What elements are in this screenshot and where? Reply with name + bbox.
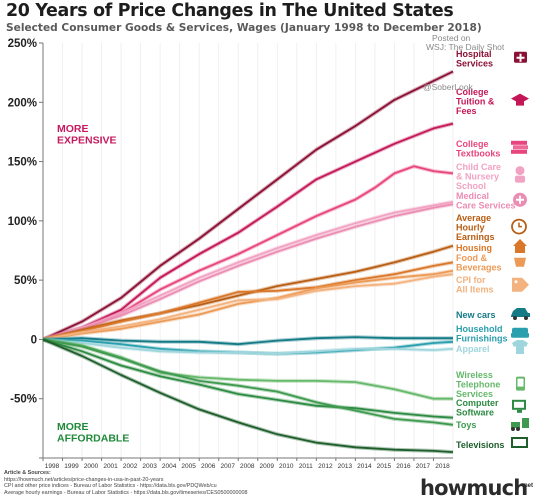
sources-block: Article & Sources: https://howmuch.net/a…: [4, 470, 248, 496]
series-label: Computer Software: [456, 398, 499, 418]
source-line[interactable]: https://howmuch.net/articles/price-chang…: [4, 476, 164, 483]
x-tick-label: 2001: [103, 463, 118, 470]
series-line: [42, 70, 454, 341]
y-tick-label: 100%: [8, 216, 37, 228]
x-tick-label: 2005: [181, 463, 196, 470]
x-tick-label: 2011: [299, 463, 313, 470]
howmuch-logo: howmuch: [420, 476, 528, 500]
shirt-icon: [512, 340, 528, 354]
x-tick-label: 2000: [84, 463, 99, 470]
y-tick-label: 150%: [8, 157, 37, 169]
x-tick-label: 2018: [435, 463, 450, 470]
series-line-halo: [42, 164, 454, 342]
x-tick-label: 2003: [142, 463, 157, 470]
x-tick-label: 1998: [45, 463, 60, 470]
price-tag-icon: [512, 277, 529, 292]
x-tick-label: 2008: [240, 463, 255, 470]
x-tick-label: 2013: [338, 463, 353, 470]
series-label: CPI for All Items: [456, 275, 494, 295]
house-icon: [513, 239, 527, 253]
series-label: Food & Beverages: [456, 253, 502, 273]
x-tick-label: 2012: [318, 463, 333, 470]
series-line: [42, 338, 454, 355]
sofa-icon: [511, 327, 529, 338]
series-line: [42, 338, 454, 419]
series-label: Average Hourly Earnings: [456, 213, 495, 242]
x-tick-label: 2004: [162, 463, 177, 470]
y-tick-label: 50%: [14, 275, 37, 287]
source-line[interactable]: CPI and other price indices - Bureau of …: [4, 483, 217, 490]
x-tick-label: 2006: [201, 463, 216, 470]
x-tick-label: 1999: [64, 463, 79, 470]
page-title: 20 Years of Price Changes in The United …: [6, 1, 454, 21]
sources-heading: Article & Sources:: [4, 470, 51, 476]
series-line: [42, 338, 454, 453]
y-tick-label: 250%: [8, 38, 37, 50]
graduation-cap-icon: [511, 93, 529, 106]
computer-icon: [512, 399, 526, 413]
x-tick-label: 2007: [220, 463, 235, 470]
tv-icon: [511, 437, 528, 448]
x-tick-label: 2014: [357, 463, 372, 470]
x-tick-label: 2015: [377, 463, 392, 470]
series-label: College Tuition & Fees: [456, 87, 495, 116]
series-label: Child Care & Nursery School: [456, 162, 501, 191]
series-label: New cars: [456, 310, 496, 320]
phone-icon: [516, 376, 525, 391]
series-label: College Textbooks: [456, 139, 500, 159]
series-line: [42, 336, 453, 346]
series-line: [42, 122, 454, 341]
y-tick-label: 200%: [8, 97, 37, 109]
toys-icon: [511, 418, 529, 431]
series-label: Apparel: [456, 344, 490, 354]
region-annotation: MORE AFFORDABLE: [57, 421, 129, 445]
food-icon: [514, 257, 526, 267]
hospital-icon: [514, 51, 527, 63]
region-annotation: MORE EXPENSIVE: [57, 123, 117, 147]
x-tick-label: 2002: [123, 463, 138, 470]
page-subtitle: Selected Consumer Goods & Services, Wage…: [6, 22, 482, 34]
series-label: Toys: [456, 420, 476, 430]
books-icon: [511, 140, 528, 154]
x-tick-label: 2010: [279, 463, 294, 470]
credit-twitter: @SoberLook: [423, 82, 473, 92]
x-tick-label: 2016: [396, 463, 411, 470]
series-label: Hospital Services: [456, 49, 493, 69]
x-tick-label: 2009: [260, 463, 275, 470]
credit-posted-on: Posted on: [432, 33, 471, 43]
y-tick-label: -50%: [10, 394, 37, 406]
medical-icon: [513, 192, 527, 207]
y-tick-label: 0: [31, 334, 37, 346]
series-line: [42, 203, 454, 341]
series-label: Household Furnishings: [456, 324, 508, 344]
series-label: Wireless Telephone Services: [456, 370, 500, 399]
series-line: [42, 338, 454, 426]
series-label: Televisions: [456, 440, 504, 450]
source-line[interactable]: Average hourly earnings - Bureau of Labo…: [4, 489, 248, 496]
credit-source: WSJ: The Daily Shot: [426, 42, 505, 52]
series-label: Housing: [456, 243, 492, 253]
series-label: Medical Care Services: [456, 191, 516, 211]
child-icon: [515, 166, 525, 183]
series-line: [42, 201, 454, 341]
clock-dollar-icon: [511, 218, 527, 235]
series-line: [42, 273, 454, 341]
x-tick-label: 2017: [416, 463, 431, 470]
car-icon: [511, 308, 530, 320]
series-line: [42, 338, 453, 400]
series-line: [42, 165, 454, 341]
series-line: [42, 261, 454, 341]
series-line: [42, 269, 454, 341]
howmuch-logo-suffix: net: [524, 483, 533, 489]
